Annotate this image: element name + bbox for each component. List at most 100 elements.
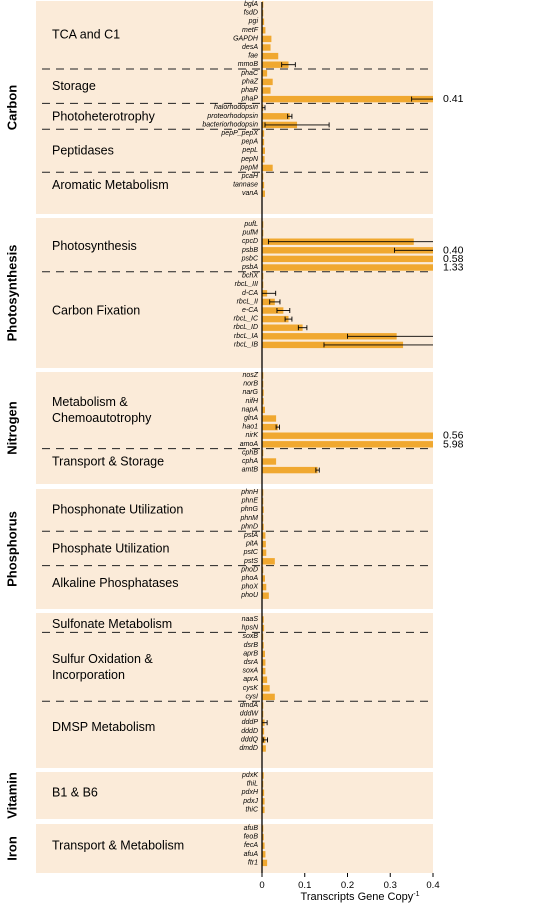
gene-label: vanA <box>242 190 258 197</box>
bar <box>262 389 264 396</box>
gene-label: glnA <box>244 415 258 422</box>
bar <box>262 592 269 599</box>
gene-label: proteorhodopsin <box>206 113 258 120</box>
bar <box>262 798 265 805</box>
gene-label: d-CA <box>242 290 258 297</box>
group-panel <box>36 613 433 768</box>
group-label: Photosynthesis <box>5 245 20 342</box>
bar <box>262 70 268 77</box>
gene-label: phoU <box>240 592 259 599</box>
section-label-line: Phosphonate Utilization <box>52 503 183 517</box>
gene-label: fecA <box>244 842 258 849</box>
gene-label: aprA <box>243 676 258 683</box>
gene-label: dddW <box>240 711 260 718</box>
gene-label: dmdD <box>239 745 258 752</box>
gene-label: pdxJ <box>242 798 258 805</box>
gene-label: phaZ <box>241 78 259 85</box>
section-label: Peptidases <box>52 144 114 158</box>
section-label-line: Peptidases <box>52 144 114 158</box>
group-panel <box>36 824 433 873</box>
section-label-line: Phosphate Utilization <box>52 541 169 555</box>
gene-label: phoD <box>240 566 258 573</box>
bar <box>262 772 264 779</box>
gene-label: nosZ <box>242 372 258 379</box>
section-label: Transport & Metabolism <box>52 839 184 853</box>
section-label-line: Transport & Metabolism <box>52 839 184 853</box>
bar <box>262 540 266 548</box>
group-label: Vitamin <box>5 772 20 819</box>
group-panel <box>36 372 433 484</box>
gene-label: pepP_pepX <box>220 130 258 137</box>
gene-label: cysK <box>243 685 259 692</box>
gene-label: rbcL_IB <box>234 341 258 348</box>
gene-label: phnH <box>240 489 259 496</box>
group-label: Nitrogen <box>5 401 20 455</box>
section-label: DMSP Metabolism <box>52 720 155 734</box>
section-label: Phosphonate Utilization <box>52 503 183 517</box>
bar <box>262 583 267 591</box>
bar <box>262 693 275 701</box>
gene-label: pdxK <box>241 772 258 779</box>
gene-label: hpsN <box>242 625 259 632</box>
section-label-line: Sulfur Oxidation & <box>52 652 153 666</box>
gene-label: psbA <box>241 264 258 271</box>
gene-label: naaS <box>242 616 259 623</box>
section-label-line: Photosynthesis <box>52 239 137 253</box>
gene-label: desA <box>242 44 258 51</box>
gene-label: dmdA <box>240 702 259 709</box>
gene-label: fae <box>248 53 258 60</box>
bar <box>262 406 265 414</box>
x-tick-label: 0.4 <box>426 880 439 891</box>
bar <box>262 458 277 465</box>
bar <box>262 190 265 197</box>
bar <box>262 156 265 163</box>
gene-label: cphB <box>242 449 258 456</box>
gene-label: phaP <box>241 96 259 103</box>
gene-label: GAPDH <box>233 35 259 42</box>
gene-label: dddP <box>242 719 259 726</box>
bar <box>262 506 264 513</box>
group-panel <box>36 1 433 214</box>
section-label-line: Metabolism & <box>52 395 128 409</box>
gene-label: phaC <box>240 70 259 77</box>
bar <box>262 432 433 439</box>
bar <box>262 549 267 556</box>
gene-label: dsrA <box>244 659 259 666</box>
bar <box>262 642 264 649</box>
gene-label: thiL <box>247 781 258 788</box>
gene-label: pitA <box>245 541 258 548</box>
group-labels: Carbon Photosynthesis Nitrogen Phosphorus Vi… <box>5 85 20 861</box>
bar <box>262 18 265 25</box>
gene-label: hao1 <box>242 424 258 431</box>
section-label-line: Aromatic Metabolism <box>52 178 169 192</box>
gene-label: pstS <box>243 558 258 565</box>
section-label: Sulfur Oxidation & Incorporation <box>52 652 153 682</box>
bar <box>262 728 265 735</box>
x-tick-label: 0.1 <box>298 880 311 891</box>
gene-label: rbcL_II <box>237 298 258 305</box>
section-label-line: Chemoautotrophy <box>52 411 152 425</box>
bar <box>262 806 265 814</box>
gene-label: phnD <box>240 523 258 530</box>
gene-label: e-CA <box>242 307 258 314</box>
bar <box>262 315 289 323</box>
gene-label: amtB <box>242 467 259 474</box>
section-label-line: TCA and C1 <box>52 28 120 42</box>
overflow-value-label: 0.56 <box>443 430 464 442</box>
gene-label: mmoB <box>238 61 259 68</box>
gene-label: feoB <box>244 834 259 841</box>
bar <box>262 616 264 623</box>
bar <box>262 667 266 675</box>
gene-label: rbcL_IC <box>233 316 258 323</box>
gene-label: phnG <box>240 506 259 513</box>
bar <box>262 247 433 254</box>
gene-label: psbB <box>241 247 258 254</box>
bar <box>262 44 271 51</box>
gene-label: pepM <box>239 164 258 171</box>
bar <box>262 264 433 271</box>
group-label: Iron <box>5 836 20 861</box>
gene-label: phnM <box>239 515 258 522</box>
section-label: Photosynthesis <box>52 239 137 253</box>
